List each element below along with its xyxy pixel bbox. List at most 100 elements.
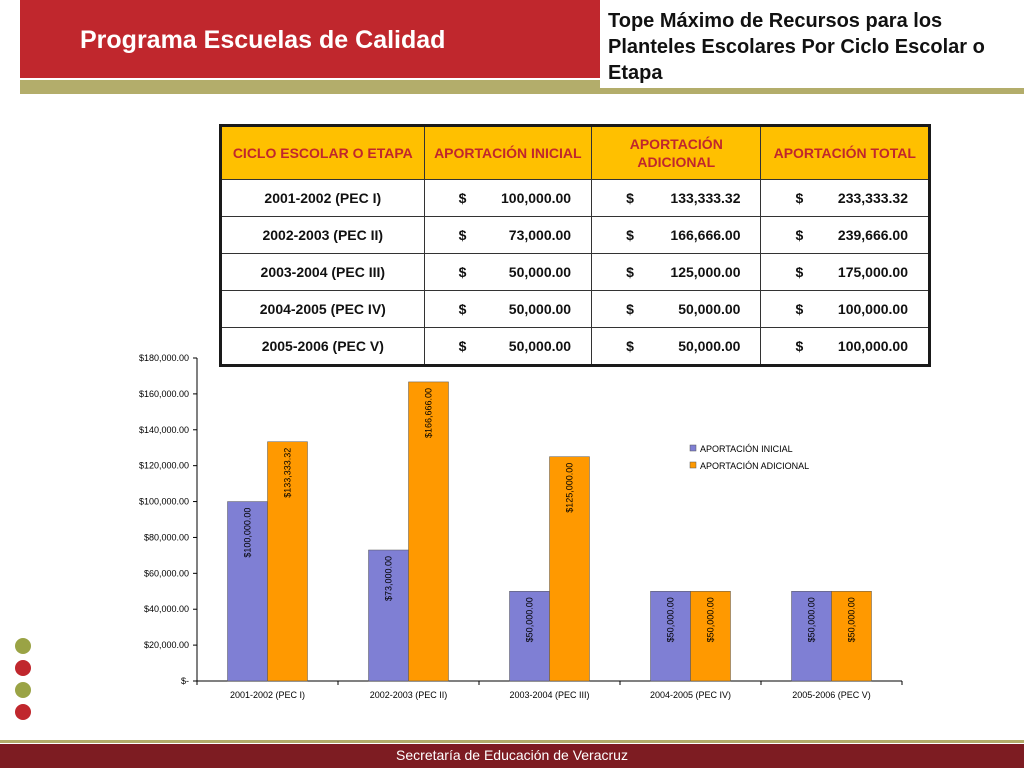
table-row: 2004-2005 (PEC IV) $50,000.00 $50,000.00… [220,290,930,328]
bar-data-label: $50,000.00 [525,597,535,642]
cell-value: 100,000.00 [501,190,572,206]
x-tick-label: 2005-2006 (PEC V) [792,690,871,700]
bar-data-label: $73,000.00 [384,556,394,601]
cell-adicional: $50,000.00 [591,327,762,366]
cell-inicial: $50,000.00 [423,290,593,328]
bar [227,501,268,682]
decorative-dot [15,638,31,654]
table-row: 2001-2002 (PEC I) $100,000.00 $133,333.3… [220,179,930,217]
footer-separator [0,740,1024,743]
x-tick-label: 2003-2004 (PEC III) [509,690,589,700]
cell-value: 100,000.00 [837,338,908,354]
legend-label: APORTACIÓN INICIAL [700,444,793,454]
cell-adicional: $133,333.32 [591,179,762,217]
cell-value: 50,000.00 [678,338,741,354]
cell-adicional: $166,666.00 [591,216,762,254]
bar-chart: $- $20,000.00 $40,000.00 $60,000.00 $80,000.… [139,353,903,700]
currency-symbol: $ [458,227,467,243]
cell-inicial: $50,000.00 [423,253,593,291]
cell-inicial: $73,000.00 [423,216,593,254]
y-tick-label: $120,000.00 [139,461,189,471]
cell-ciclo: 2002-2003 (PEC II) [220,216,425,254]
bar-data-label: $133,333.32 [283,448,293,498]
cell-value: 100,000.00 [837,301,908,317]
bar-data-label: $125,000.00 [565,463,575,513]
currency-symbol: $ [458,264,467,280]
cell-ciclo: 2003-2004 (PEC III) [220,253,425,291]
bar-data-label: $100,000.00 [243,508,253,558]
table-row: 2002-2003 (PEC II) $73,000.00 $166,666.0… [220,216,930,254]
y-tick-label: $160,000.00 [139,389,189,399]
currency-symbol: $ [626,264,634,280]
cell-total: $100,000.00 [760,327,930,366]
currency-symbol: $ [626,227,634,243]
y-tick-label: $180,000.00 [139,353,189,363]
cell-value: 50,000.00 [508,338,572,354]
cell-ciclo: 2001-2002 (PEC I) [220,179,425,217]
currency-symbol: $ [795,264,804,280]
y-tick-label: $80,000.00 [144,532,189,542]
decorative-dot [15,704,31,720]
legend-label: APORTACIÓN ADICIONAL [700,461,809,471]
decorative-dot [15,660,31,676]
x-tick-label: 2004-2005 (PEC IV) [650,690,731,700]
cell-adicional: $125,000.00 [591,253,762,291]
bar [368,549,409,682]
bar-data-label: $166,666.00 [424,388,434,438]
bar [267,441,308,682]
bar [509,591,550,682]
cell-value: 175,000.00 [837,264,908,280]
header-underline [20,80,600,94]
bar [408,381,449,682]
cell-inicial: $50,000.00 [423,327,593,366]
cell-value: 133,333.32 [670,190,741,206]
table-row: 2003-2004 (PEC III) $50,000.00 $125,000.… [220,253,930,291]
y-tick-label: $20,000.00 [144,640,189,650]
legend-swatch [689,461,697,469]
currency-symbol: $ [795,227,804,243]
currency-symbol: $ [458,301,467,317]
bar [791,591,832,682]
cell-value: 73,000.00 [508,227,572,243]
x-tick-label: 2001-2002 (PEC I) [230,690,305,700]
bar-data-label: $50,000.00 [847,597,857,642]
cell-total: $175,000.00 [760,253,930,291]
y-tick-label: $60,000.00 [144,568,189,578]
cell-ciclo: 2004-2005 (PEC IV) [220,290,425,328]
footer-text: Secretaría de Educación de Veracruz [396,747,628,763]
bar-chart-container: $- $20,000.00 $40,000.00 $60,000.00 $80,000.… [0,350,1024,710]
bar [831,591,872,682]
bar-data-label: $50,000.00 [706,597,716,642]
footer-bar: Secretaría de Educación de Veracruz [0,744,1024,768]
data-table: CICLO ESCOLAR O ETAPA APORTACIÓN INICIAL… [219,124,931,367]
cell-total: $239,666.00 [760,216,930,254]
y-tick-label: $140,000.00 [139,425,189,435]
cell-total: $100,000.00 [760,290,930,328]
cell-value: 50,000.00 [508,301,572,317]
col-header-adicional: APORTACIÓN ADICIONAL [591,125,762,180]
currency-symbol: $ [795,190,804,206]
header-band [20,0,600,78]
header-right-line [600,88,1024,94]
currency-symbol: $ [795,338,804,354]
decorative-dot [15,682,31,698]
currency-symbol: $ [458,338,467,354]
cell-adicional: $50,000.00 [591,290,762,328]
currency-symbol: $ [626,338,634,354]
bar [650,591,691,682]
cell-value: 166,666.00 [670,227,741,243]
y-tick-label: $100,000.00 [139,497,189,507]
cell-value: 50,000.00 [678,301,741,317]
currency-symbol: $ [795,301,804,317]
cell-value: 50,000.00 [508,264,572,280]
bar [690,591,731,682]
cell-ciclo: 2005-2006 (PEC V) [220,327,425,366]
program-title: Programa Escuelas de Calidad [80,26,446,54]
cell-total: $233,333.32 [760,179,930,217]
bar-data-label: $50,000.00 [807,597,817,642]
cell-value: 233,333.32 [837,190,908,206]
y-tick-label: $- [181,676,189,686]
currency-symbol: $ [458,190,467,206]
x-tick-label: 2002-2003 (PEC II) [370,690,448,700]
currency-symbol: $ [626,190,634,206]
